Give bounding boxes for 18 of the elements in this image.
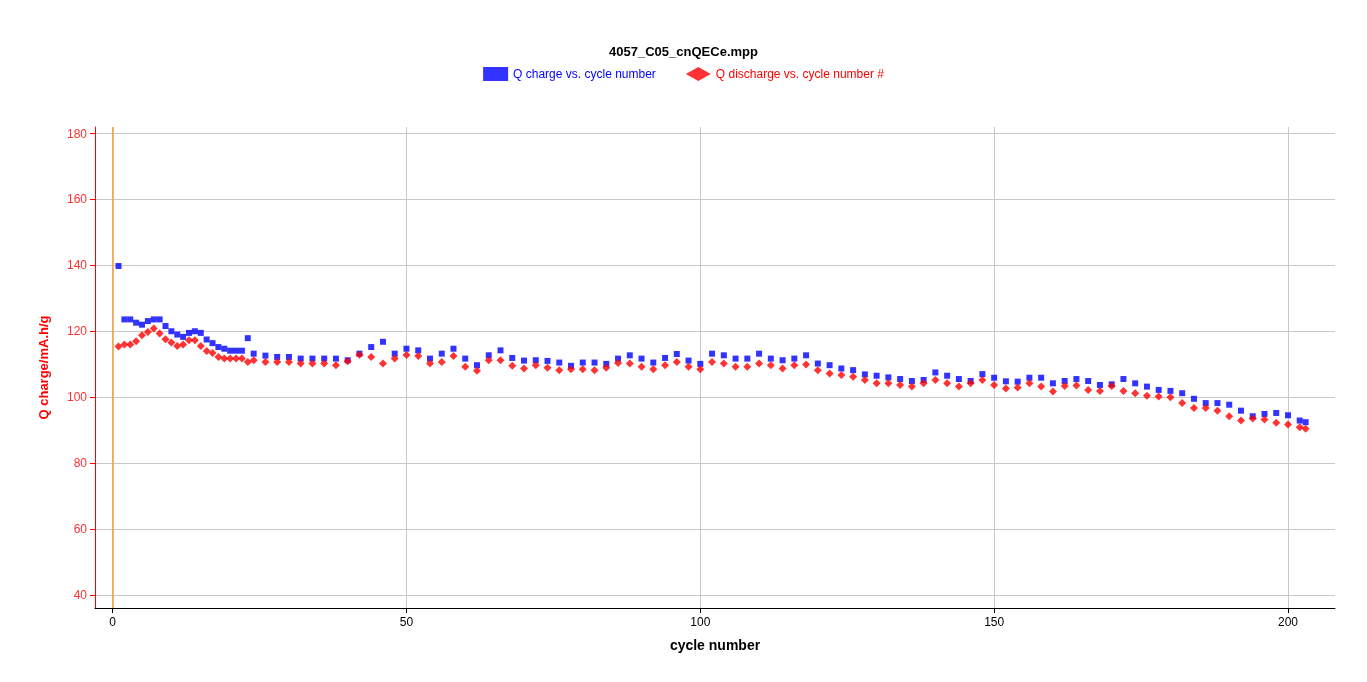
chart-title: 4057_C05_cnQECe.mpp [609,44,758,59]
x-tick-label: 50 [399,615,414,629]
legend-label: Q discharge vs. cycle number # [715,67,885,81]
y-tick-label: 100 [66,390,88,405]
x-tick-label: 0 [109,615,117,629]
y-tick-label: 160 [66,192,88,207]
y-tick-label: 140 [66,258,88,273]
legend-label: Q charge vs. cycle number [513,67,656,81]
y-tick-label: 80 [73,456,88,471]
x-tick-label: 150 [984,615,1005,629]
x-axis-title: cycle number [669,637,761,653]
x-tick-label: 200 [1277,615,1299,629]
y-tick-label: 120 [66,324,88,339]
y-tick-label: 60 [73,521,88,536]
x-tick-label: 100 [690,615,711,629]
y-tick-label: 180 [66,126,88,141]
y-tick-label: 40 [73,587,88,602]
y-axis-title: Q charge/mA.h/g [36,315,51,420]
